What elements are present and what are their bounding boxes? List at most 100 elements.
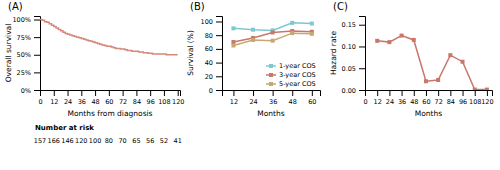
risk-number: 157 (34, 137, 46, 145)
x-tick-mark (426, 90, 427, 96)
marker (310, 32, 314, 36)
x-tick-mark (377, 90, 378, 96)
legend: 1-year COS3-year COS5-year COS (266, 62, 316, 88)
chart: 012243648607284961081200%25%50%75%100%Mo… (0, 0, 500, 170)
series-line (233, 33, 311, 45)
series-line (377, 36, 487, 90)
marker (290, 21, 294, 25)
y-tick-mark (34, 72, 40, 73)
y-axis: 0%25%50%75%100% (12, 16, 40, 94)
y-tick-mark (359, 46, 365, 47)
x-tick: 48 (289, 90, 297, 106)
y-tick-label: 100% (12, 16, 31, 24)
x-tick-label: 108 (158, 98, 170, 106)
x-tick: 60 (105, 90, 113, 106)
x-tick-mark (253, 90, 254, 96)
y-tick-mark (216, 76, 222, 77)
y-tick: 0.05 (342, 65, 365, 73)
title: (B) (190, 1, 205, 12)
x-tick: 48 (91, 90, 99, 106)
y-tick-label: 0.15 (342, 21, 356, 29)
legend-item: 1-year COS (266, 62, 316, 70)
x-tick-label: 84 (133, 98, 141, 106)
x-tick-label: 12 (230, 98, 238, 106)
risk-number: 100 (89, 137, 101, 145)
x-tick-mark (81, 90, 82, 96)
x-tick-mark (273, 90, 274, 96)
x-axis: 1224364860 (223, 90, 321, 106)
y-tick: 100 (201, 18, 222, 26)
x-tick: 72 (435, 90, 443, 106)
x-tick-mark (487, 90, 488, 96)
y-tick-label: 100 (201, 18, 213, 26)
x-tick-label: 60 (105, 98, 113, 106)
marker (375, 39, 379, 43)
y-tick: 50% (17, 51, 40, 59)
y-tick: 25% (17, 69, 40, 77)
legend-marker (269, 82, 273, 86)
x-axis-line (366, 91, 493, 97)
x-tick-mark (389, 90, 390, 96)
marker (436, 78, 440, 82)
risk-number: 65 (132, 137, 140, 145)
y-tick-mark (34, 90, 40, 91)
title: (C) (333, 1, 348, 12)
legend-label: 5-year COS (279, 80, 316, 88)
legend-marker (269, 73, 273, 77)
legend-item: 3-year COS (266, 71, 316, 79)
x-tick-mark (414, 90, 415, 96)
x-tick-mark (438, 90, 439, 96)
x-axis-line (41, 91, 181, 97)
x-tick-label: 72 (119, 98, 127, 106)
y-tick: 0% (21, 87, 40, 95)
x-tick-mark (178, 90, 179, 96)
x-tick: 108 (158, 90, 170, 106)
marker (290, 31, 294, 35)
x-tick: 12 (230, 90, 238, 106)
y-tick-mark (359, 90, 365, 91)
x-tick-label: 72 (435, 98, 443, 106)
risk-number: 166 (48, 137, 60, 145)
x-tick: 48 (410, 90, 418, 106)
y-tick: 0 (209, 87, 222, 95)
plot-area (375, 34, 489, 90)
y-tick-label: 25% (17, 69, 31, 77)
risk-title: Number at risk (35, 124, 94, 132)
y-axis-label: Overall survival (4, 24, 13, 83)
x-axis-label: Months (415, 109, 443, 118)
x-tick-mark (136, 90, 137, 96)
panel: 012243648607284961081200%25%50%75%100%Mo… (4, 1, 184, 145)
x-tick-mark (123, 90, 124, 96)
panel: 1224364860020406080100MonthsSurvival (%)… (186, 1, 321, 118)
plot-area (40, 20, 178, 55)
y-axis-line (359, 17, 366, 91)
y-axis-line (34, 17, 41, 91)
marker (424, 79, 428, 83)
risk-number: 70 (118, 137, 126, 145)
plot-area (231, 21, 313, 48)
y-axis: 020406080100 (201, 17, 223, 95)
x-tick-label: 0 (38, 98, 42, 106)
title: (A) (8, 1, 23, 12)
x-tick: 96 (459, 90, 467, 106)
x-tick-mark (233, 90, 234, 96)
x-tick-label: 96 (147, 98, 155, 106)
x-tick: 24 (64, 90, 72, 106)
marker (271, 30, 275, 34)
y-tick-mark (216, 90, 222, 91)
y-axis-label: Hazard rate (329, 31, 338, 75)
x-tick-label: 24 (64, 98, 72, 106)
x-tick-mark (402, 90, 403, 96)
marker (400, 34, 404, 38)
legend-label: 1-year COS (279, 62, 316, 70)
x-tick: 0 (363, 90, 367, 106)
marker (473, 88, 477, 90)
marker (231, 26, 235, 30)
marker (412, 38, 416, 42)
x-tick-label: 48 (289, 98, 297, 106)
x-tick: 84 (133, 90, 141, 106)
y-tick-mark (34, 55, 40, 56)
x-tick-label: 48 (91, 98, 99, 106)
y-tick-label: 0% (21, 87, 31, 95)
x-axis: 01224364860728496108120 (38, 90, 184, 106)
